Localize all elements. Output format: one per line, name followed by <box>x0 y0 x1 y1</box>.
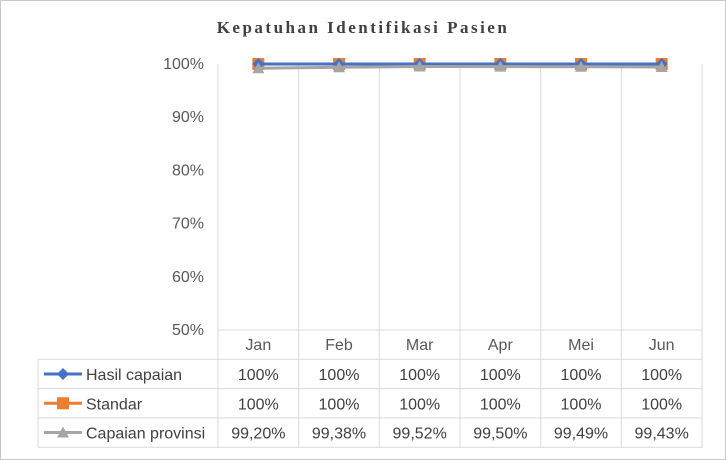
data-table-cell: 100% <box>319 367 360 384</box>
data-table-cell: 99,52% <box>393 426 447 443</box>
x-category-label: Feb <box>325 337 353 354</box>
data-table-cell: 100% <box>238 367 279 384</box>
data-table-cell: 99,50% <box>473 426 527 443</box>
data-point <box>413 60 426 72</box>
y-tick-label: 50% <box>172 322 204 339</box>
data-point <box>575 60 587 72</box>
y-tick-label: 100% <box>163 56 204 73</box>
x-category-label: Jun <box>649 337 675 354</box>
y-tick-label: 80% <box>172 162 204 179</box>
series-line <box>258 65 662 70</box>
x-category-label: Jan <box>245 337 271 354</box>
data-table-cell: 99,49% <box>554 426 608 443</box>
data-table-cell: 100% <box>641 367 682 384</box>
data-table-cell: 100% <box>480 367 521 384</box>
data-table-cell: 100% <box>238 396 279 413</box>
legend-label: Hasil capaian <box>86 367 182 384</box>
data-point <box>494 60 507 72</box>
x-category-label: Mar <box>406 337 434 354</box>
y-tick-label: 90% <box>172 109 204 126</box>
data-table-cell: 100% <box>399 367 440 384</box>
data-table-cell: 100% <box>561 367 602 384</box>
data-point <box>252 62 265 74</box>
chart-title: Kepatuhan Identifikasi Pasien <box>216 18 510 37</box>
data-table-cell: 100% <box>480 396 521 413</box>
data-table-cell: 100% <box>561 396 602 413</box>
data-table-cell: 99,43% <box>635 426 689 443</box>
data-table-cell: 100% <box>399 396 440 413</box>
data-table-cell: 100% <box>641 396 682 413</box>
legend-label: Capaian provinsi <box>86 426 205 443</box>
data-table-cell: 99,38% <box>312 426 366 443</box>
data-table-cell: 99,20% <box>231 426 285 443</box>
x-category-label: Apr <box>488 337 514 354</box>
legend-label: Standar <box>86 396 143 413</box>
legend-key-marker <box>57 426 69 438</box>
y-tick-label: 60% <box>172 269 204 286</box>
data-table-cell: 100% <box>319 396 360 413</box>
data-point <box>655 61 668 73</box>
y-tick-label: 70% <box>172 216 204 233</box>
legend-key-marker <box>57 367 69 380</box>
x-category-label: Mei <box>568 337 594 354</box>
legend-key-marker <box>57 397 69 410</box>
data-point <box>333 61 345 73</box>
